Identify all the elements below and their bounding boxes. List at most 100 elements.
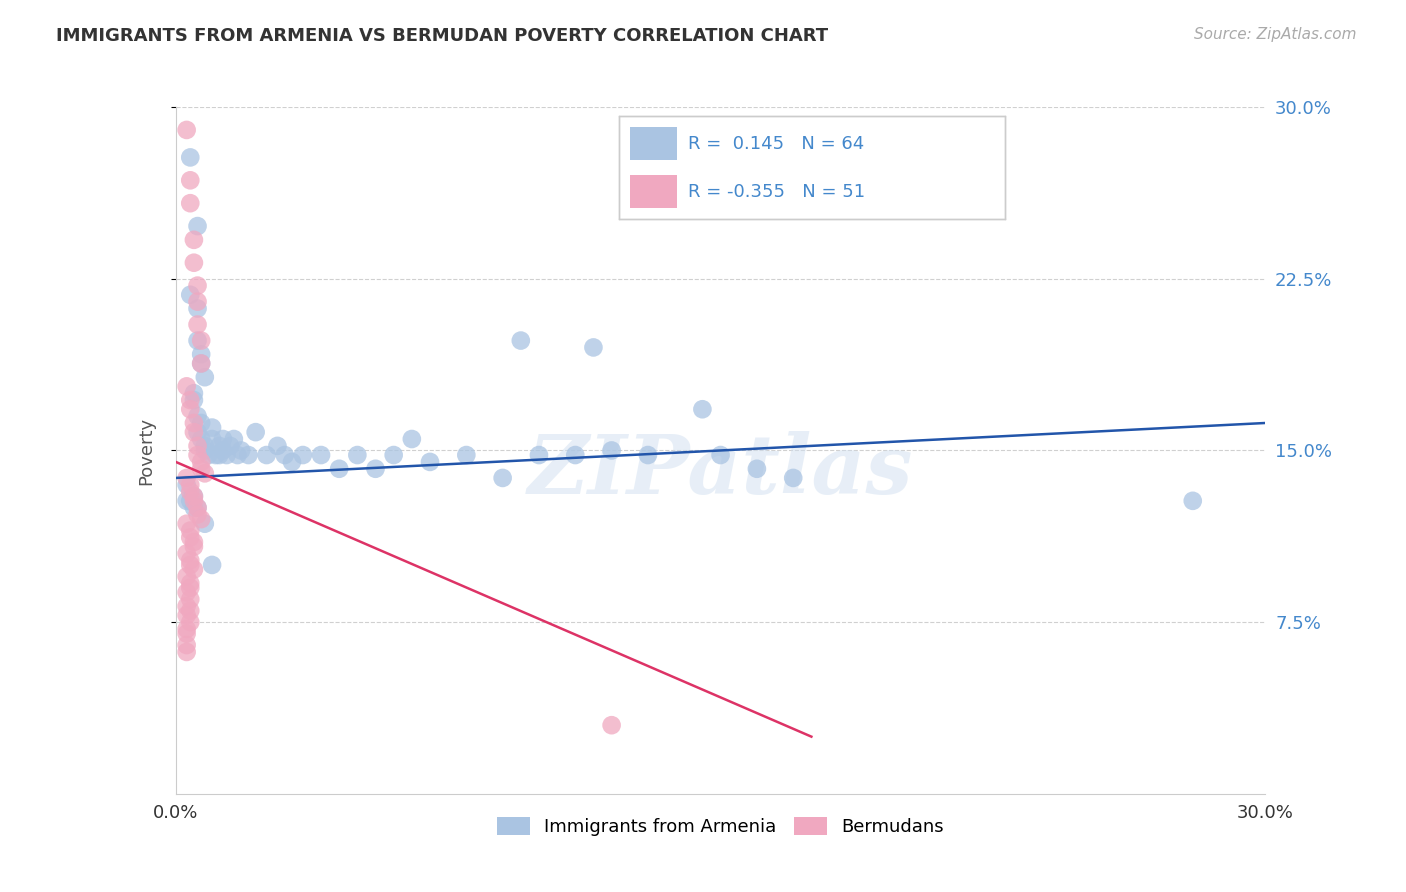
FancyBboxPatch shape [630, 128, 676, 160]
Point [186, 439, 209, 453]
Point [183, 489, 205, 503]
Point [179, 150, 201, 164]
Point [194, 443, 217, 458]
Point [176, 493, 198, 508]
Point [183, 256, 205, 270]
Y-axis label: Poverty: Poverty [136, 417, 155, 484]
Point [208, 439, 231, 453]
Point [183, 535, 205, 549]
Point [219, 439, 242, 453]
Point [179, 581, 201, 595]
Point [179, 173, 201, 187]
Point [190, 512, 212, 526]
Point [364, 462, 387, 476]
Point [179, 604, 201, 618]
Text: R = -0.355   N = 51: R = -0.355 N = 51 [689, 183, 865, 201]
Point [782, 471, 804, 485]
Text: Source: ZipAtlas.com: Source: ZipAtlas.com [1194, 27, 1357, 42]
Point [1181, 493, 1204, 508]
Point [176, 638, 198, 652]
Point [186, 294, 209, 309]
Text: R =  0.145   N = 64: R = 0.145 N = 64 [689, 135, 865, 153]
Point [492, 471, 515, 485]
Point [176, 123, 198, 137]
Point [179, 531, 201, 545]
Point [582, 340, 605, 354]
Point [710, 448, 733, 462]
Point [274, 448, 297, 462]
Point [190, 455, 212, 469]
Point [183, 500, 205, 515]
Point [179, 287, 201, 301]
Point [194, 370, 217, 384]
Point [190, 356, 212, 370]
Point [179, 558, 201, 572]
Point [212, 432, 235, 446]
Point [222, 432, 245, 446]
Point [194, 439, 217, 453]
Point [176, 622, 198, 636]
Point [176, 478, 198, 492]
Point [238, 448, 260, 462]
Point [245, 425, 267, 439]
Point [190, 462, 212, 476]
Point [176, 546, 198, 561]
Point [179, 615, 201, 630]
Point [176, 645, 198, 659]
Point [183, 489, 205, 503]
Point [190, 347, 212, 361]
Point [183, 493, 205, 508]
Point [291, 448, 314, 462]
Text: ZIPatlas: ZIPatlas [527, 431, 914, 511]
Point [176, 471, 198, 485]
Point [179, 393, 201, 408]
Point [419, 455, 441, 469]
Point [183, 416, 205, 430]
Point [212, 443, 235, 458]
Point [176, 626, 198, 640]
Point [382, 448, 405, 462]
Point [186, 334, 209, 348]
Point [186, 219, 209, 233]
Legend: Immigrants from Armenia, Bermudans: Immigrants from Armenia, Bermudans [489, 809, 952, 843]
Point [183, 393, 205, 408]
Point [190, 334, 212, 348]
Point [197, 448, 219, 462]
Point [176, 379, 198, 393]
Point [183, 562, 205, 576]
Point [179, 592, 201, 607]
Point [208, 448, 231, 462]
Point [179, 478, 201, 492]
Point [176, 608, 198, 623]
Point [266, 439, 288, 453]
Point [183, 540, 205, 554]
Point [194, 516, 217, 531]
Point [564, 448, 586, 462]
Point [176, 585, 198, 599]
Point [190, 432, 212, 446]
Point [328, 462, 350, 476]
Point [179, 524, 201, 538]
Point [281, 455, 304, 469]
Point [186, 318, 209, 332]
Point [201, 420, 224, 434]
Point [346, 448, 368, 462]
Point [226, 448, 249, 462]
Point [204, 448, 226, 462]
Point [401, 432, 423, 446]
Point [176, 569, 198, 583]
Point [186, 508, 209, 522]
Point [309, 448, 332, 462]
Point [183, 425, 205, 439]
Point [190, 356, 212, 370]
Point [509, 334, 531, 348]
Point [256, 448, 278, 462]
Point [179, 196, 201, 211]
Point [692, 402, 714, 417]
Point [186, 500, 209, 515]
Point [179, 484, 201, 499]
Point [179, 576, 201, 591]
Point [176, 516, 198, 531]
FancyBboxPatch shape [630, 176, 676, 208]
Point [183, 386, 205, 401]
